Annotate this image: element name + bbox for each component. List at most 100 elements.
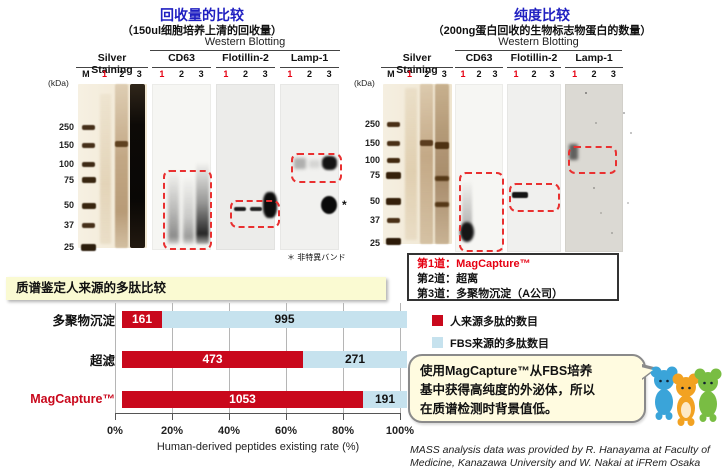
bar-human-peptides: 1053 bbox=[122, 390, 363, 408]
legend-swatch-human bbox=[432, 315, 443, 326]
bar-value: 271 bbox=[344, 352, 366, 366]
left-kda-label: (kDa) bbox=[48, 78, 69, 88]
lane-label: 1 bbox=[287, 69, 293, 79]
mw-marker: 37 bbox=[369, 215, 380, 225]
lane-legend-line-2: 第2道：超离 bbox=[417, 273, 479, 285]
highlight-box-flotillin2-right bbox=[509, 183, 560, 212]
right-cd63-blot-image bbox=[455, 84, 503, 252]
lane-label: 2 bbox=[178, 69, 184, 79]
ladder-band bbox=[387, 141, 400, 146]
legend-label-fbs: FBS来源的多肽数目 bbox=[450, 338, 549, 350]
gel-lane-smear bbox=[435, 84, 449, 244]
left-lamp1-blot-image bbox=[280, 84, 339, 250]
gel-band bbox=[435, 142, 449, 149]
speech-bubble: 使用MagCapture™从FBS培养 基中获得高纯度的外泌体，所以 在质谱检测… bbox=[408, 354, 658, 423]
right-title: 纯度比较 bbox=[514, 7, 570, 23]
ladder-band bbox=[387, 218, 400, 223]
data-credit: MASS analysis data was provided by R. Ha… bbox=[410, 444, 722, 470]
left-cd63-label: CD63 bbox=[152, 52, 211, 68]
gel-band bbox=[420, 140, 433, 146]
blot-band bbox=[294, 158, 306, 169]
x-axis-title: Human-derived peptides existing rate (%) bbox=[156, 441, 360, 453]
left-silver-gel-image bbox=[78, 84, 147, 251]
lane-label: 3 bbox=[198, 69, 204, 79]
gel-lane-dark-streak bbox=[130, 84, 145, 248]
bar-fbs-peptides: 271 bbox=[303, 350, 407, 368]
credit-line-1: MASS analysis data was provided by R. Ha… bbox=[410, 444, 710, 456]
left-subtitle: （150ul细胞培养上清的回收量） bbox=[121, 25, 283, 37]
left-title: 回收量的比较 bbox=[160, 7, 244, 23]
right-silver-staining-label: Silver Staining bbox=[381, 52, 453, 76]
lane-label: 3 bbox=[326, 69, 332, 79]
blot-band bbox=[322, 156, 337, 170]
nonspecific-band-blob bbox=[321, 196, 337, 214]
mw-marker: 100 bbox=[58, 159, 74, 169]
right-cd63-label: CD63 bbox=[455, 52, 503, 68]
lane-label: 2 bbox=[119, 69, 125, 79]
lane-label: 1 bbox=[572, 69, 578, 79]
ladder-band bbox=[386, 238, 401, 245]
lane-label: 1 bbox=[513, 69, 519, 79]
axis-tick bbox=[229, 413, 230, 420]
highlight-box-cd63-right bbox=[459, 172, 504, 252]
bar-value: 191 bbox=[374, 392, 396, 406]
credit-line-2: Medicine, Kanazawa University and W. Nak… bbox=[410, 457, 701, 469]
lane-legend-box: 第1道：MagCapture™ 第2道：超离 第3道：多聚物沉淀（A公司） bbox=[407, 253, 619, 301]
bubble-line-2: 基中获得高纯度的外泌体，所以 bbox=[420, 383, 596, 397]
lane-label: M bbox=[387, 69, 395, 79]
bar-value: 161 bbox=[131, 312, 153, 326]
lane-label: 1 bbox=[407, 69, 413, 79]
ladder-band bbox=[387, 158, 400, 163]
lane-label: 3 bbox=[549, 69, 555, 79]
lane-label: 1 bbox=[223, 69, 229, 79]
gel-band bbox=[435, 176, 449, 181]
lane-label: 3 bbox=[610, 69, 616, 79]
bar-value: 1053 bbox=[229, 392, 256, 406]
left-flotillin2-label: Flotillin-2 bbox=[216, 52, 275, 68]
mw-marker: 37 bbox=[63, 220, 74, 230]
left-flotillin2-lane-labels: 1 2 3 bbox=[216, 68, 275, 80]
right-subtitle: （200ng蛋白回收的生物标志物蛋白的数量） bbox=[432, 25, 652, 37]
lane-label: 3 bbox=[441, 69, 447, 79]
right-lamp1-lane-labels: 1 2 3 bbox=[565, 68, 623, 80]
left-lamp1-lane-labels: 1 2 3 bbox=[280, 68, 339, 80]
gel-band bbox=[435, 202, 449, 207]
ladder-band bbox=[386, 172, 401, 179]
blot-band bbox=[263, 192, 277, 218]
right-western-blotting-rule bbox=[455, 50, 622, 51]
blot-smear bbox=[183, 176, 194, 244]
lane-legend-line-3: 第3道：多聚物沉淀（A公司） bbox=[417, 288, 564, 300]
blot-smear bbox=[196, 162, 209, 244]
mw-marker: 50 bbox=[369, 196, 380, 206]
lane-label: 3 bbox=[492, 69, 498, 79]
left-cd63-blot-image bbox=[152, 84, 211, 250]
x-tick-label: 100% bbox=[385, 425, 415, 437]
mw-marker: 75 bbox=[63, 175, 74, 185]
mw-marker: 250 bbox=[58, 122, 74, 132]
axis-tick bbox=[400, 413, 401, 420]
left-silver-staining-label: Silver Staining bbox=[76, 52, 148, 76]
mw-marker: 100 bbox=[364, 155, 380, 165]
highlight-box-lamp1-left bbox=[291, 153, 342, 183]
left-flotillin2-blot-image bbox=[216, 84, 277, 250]
legend-swatch-fbs bbox=[432, 337, 443, 348]
left-lamp1-label: Lamp-1 bbox=[280, 52, 339, 68]
lane-label: 1 bbox=[102, 69, 108, 79]
highlight-box-lamp1-right bbox=[568, 146, 617, 174]
blot-band bbox=[234, 207, 246, 211]
gel-lane-smear bbox=[420, 84, 433, 244]
right-flotillin2-lane-labels: 1 2 3 bbox=[507, 68, 561, 80]
lane-label: M bbox=[82, 69, 90, 79]
mw-marker: 250 bbox=[364, 119, 380, 129]
left-cd63-lane-labels: 1 2 3 bbox=[152, 68, 211, 80]
bar-human-peptides: 473 bbox=[122, 350, 303, 368]
ladder-band bbox=[82, 203, 96, 209]
right-western-blotting-label: Western Blotting bbox=[498, 36, 579, 48]
x-tick-label: 20% bbox=[160, 425, 184, 437]
mw-marker: 25 bbox=[369, 238, 380, 248]
x-tick-label: 0% bbox=[107, 425, 123, 437]
left-silver-lane-labels: M 1 2 3 bbox=[76, 68, 148, 80]
ladder-band bbox=[81, 244, 96, 251]
axis-tick bbox=[115, 413, 116, 420]
gel-lane-smear bbox=[115, 84, 128, 248]
